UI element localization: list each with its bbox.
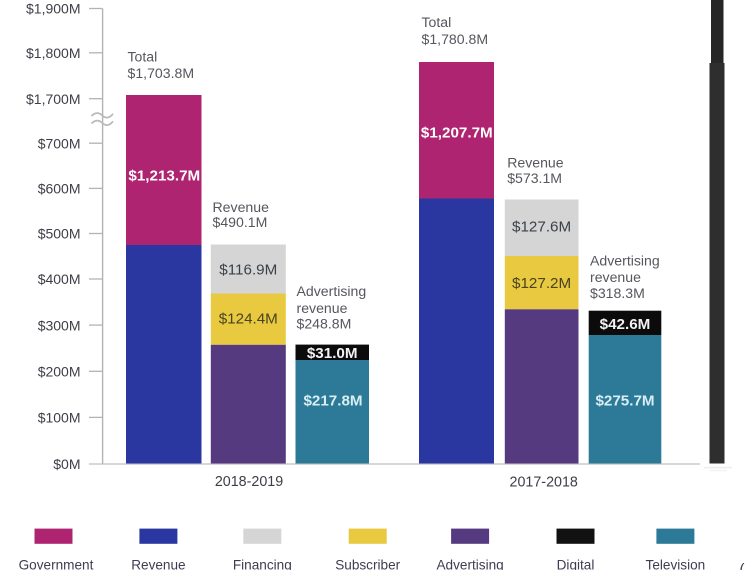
svg-text:Revenue: Revenue <box>131 557 185 570</box>
svg-text:$42.6M: $42.6M <box>600 316 651 333</box>
svg-text:2017-2018: 2017-2018 <box>510 475 578 491</box>
svg-text:$1,703.8M: $1,703.8M <box>128 65 195 81</box>
svg-text:$248.8M: $248.8M <box>297 315 352 331</box>
svg-text:$127.2M: $127.2M <box>512 275 571 292</box>
svg-text:$1,207.7M: $1,207.7M <box>421 124 493 141</box>
svg-text:$275.7M: $275.7M <box>595 392 654 409</box>
svg-text:Subscriber: Subscriber <box>335 557 400 570</box>
svg-text:$200M: $200M <box>38 364 81 380</box>
svg-text:$116.9M: $116.9M <box>219 262 277 279</box>
svg-text:revenue: revenue <box>297 300 348 316</box>
svg-text:Advertising: Advertising <box>297 283 367 299</box>
svg-text:$0M: $0M <box>53 456 80 472</box>
svg-text:$600M: $600M <box>38 181 81 197</box>
svg-text:$1,700M: $1,700M <box>26 91 80 107</box>
svg-text:Television: Television <box>646 557 706 570</box>
svg-text:$31.0M: $31.0M <box>307 345 358 362</box>
svg-text:$700M: $700M <box>38 135 81 151</box>
svg-text:$217.8M: $217.8M <box>303 392 362 409</box>
svg-text:$500M: $500M <box>38 226 81 242</box>
svg-text:$127.6M: $127.6M <box>512 219 571 236</box>
svg-text:Financing: Financing <box>233 557 292 570</box>
svg-text:$1,213.7M: $1,213.7M <box>128 168 200 185</box>
svg-text:$400M: $400M <box>38 271 81 287</box>
svg-text:Total: Total <box>422 14 452 30</box>
svg-text:Revenue: Revenue <box>507 155 564 171</box>
svg-text:Advertising: Advertising <box>590 252 660 268</box>
svg-text:$318.3M: $318.3M <box>590 285 645 301</box>
svg-text:$1,800M: $1,800M <box>26 45 80 61</box>
svg-text:Government: Government <box>19 557 94 570</box>
svg-text:$300M: $300M <box>38 317 81 333</box>
svg-text:$100M: $100M <box>38 410 81 426</box>
svg-text:2018-2019: 2018-2019 <box>215 474 283 490</box>
svg-text:$1,780.8M: $1,780.8M <box>422 31 489 47</box>
svg-text:Revenue: Revenue <box>213 199 270 215</box>
svg-text:$490.1M: $490.1M <box>213 214 268 230</box>
svg-text:Advertising: Advertising <box>436 557 503 570</box>
svg-text:revenue: revenue <box>590 269 641 285</box>
svg-text:$573.1M: $573.1M <box>507 170 562 186</box>
svg-text:$1,900M: $1,900M <box>26 1 80 17</box>
svg-text:Total: Total <box>128 49 158 65</box>
svg-text:$124.4M: $124.4M <box>219 311 278 328</box>
svg-text:Digital: Digital <box>557 557 595 570</box>
svg-text:(: ( <box>740 561 745 570</box>
